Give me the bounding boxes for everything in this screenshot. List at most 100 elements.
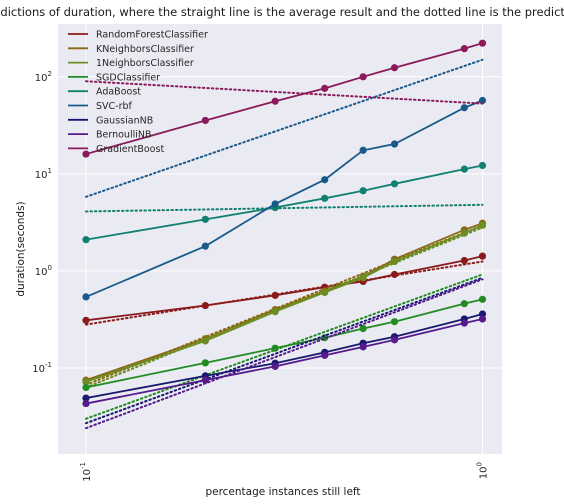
series-bernoullinb	[82, 278, 487, 430]
legend-item-randomforestclassifier: RandomForestClassifier	[68, 30, 208, 41]
data-point-svc-rbf	[201, 242, 209, 250]
chart-title: predictions of duration, where the strai…	[0, 5, 564, 19]
series-svc-rbf	[82, 58, 487, 301]
average-line-sgdclassifier	[85, 298, 483, 389]
data-point-1neighborsclassifier	[390, 257, 399, 266]
legend-label: GradientBoost	[96, 144, 164, 155]
data-point-svc-rbf	[359, 146, 367, 154]
data-point-adaboost	[321, 194, 329, 202]
prediction-line-randomforestclassifier	[84, 260, 484, 326]
data-point-gradientboost	[201, 116, 209, 125]
series-sgdclassifier	[82, 273, 487, 420]
x-axis-label: percentage instances still left	[205, 486, 360, 498]
data-point-bernoullinb	[359, 343, 367, 351]
legend-item-svc-rbf: SVC-rbf	[68, 101, 133, 112]
legend-item-gaussiannb: GaussianNB	[68, 115, 153, 126]
series-gradientboost	[82, 39, 487, 158]
data-point-adaboost	[478, 161, 487, 170]
data-point-sgdclassifier	[359, 324, 367, 333]
data-point-sgdclassifier	[460, 300, 468, 308]
data-point-1neighborsclassifier	[82, 378, 90, 386]
data-point-gradientboost	[82, 150, 90, 158]
legend-label: BernoulliNB	[96, 130, 152, 141]
data-point-bernoullinb	[478, 315, 487, 323]
x-tick-label: 100	[475, 462, 489, 479]
legend-item-1neighborsclassifier: 1NeighborsClassifier	[68, 58, 194, 69]
data-point-bernoullinb	[82, 399, 90, 408]
average-line-1neighborsclassifier	[85, 224, 483, 383]
data-point-bernoullinb	[460, 319, 468, 327]
legend-label: SGDClassifier	[96, 72, 160, 83]
series-layer	[82, 39, 487, 430]
legend-item-sgdclassifier: SGDClassifier	[68, 72, 160, 83]
data-point-randomforestclassifier	[460, 256, 468, 265]
average-line-gradientboost	[85, 42, 483, 155]
average-line-gaussiannb	[85, 313, 483, 399]
data-point-gaussiannb	[478, 310, 487, 318]
average-line-adaboost	[85, 164, 483, 241]
data-point-gaussiannb	[82, 394, 90, 402]
data-point-gradientboost	[271, 97, 279, 105]
data-point-randomforestclassifier	[82, 316, 90, 324]
average-line-bernoullinb	[85, 318, 483, 405]
data-point-svc-rbf	[460, 104, 468, 112]
data-point-randomforestclassifier	[478, 252, 487, 260]
legend-label: 1NeighborsClassifier	[96, 58, 194, 69]
x-tick-label: 10-1	[79, 462, 93, 482]
data-point-randomforestclassifier	[201, 301, 209, 310]
data-point-sgdclassifier	[201, 359, 209, 367]
data-point-adaboost	[82, 236, 90, 244]
data-point-adaboost	[359, 187, 367, 195]
data-point-sgdclassifier	[271, 344, 279, 352]
legend-item-gradientboost: GradientBoost	[68, 144, 164, 155]
prediction-line-adaboost	[84, 203, 484, 213]
data-point-adaboost	[201, 215, 209, 223]
data-point-svc-rbf	[478, 96, 487, 105]
data-point-bernoullinb	[271, 362, 279, 370]
data-point-1neighborsclassifier	[478, 221, 487, 229]
legend-item-adaboost: AdaBoost	[68, 87, 141, 98]
data-point-gradientboost	[359, 73, 367, 81]
legend-label: SVC-rbf	[96, 101, 133, 112]
tick-labels: 10-1 100 101 102 10-1 100	[32, 70, 489, 482]
data-point-svc-rbf	[321, 176, 329, 184]
series-adaboost	[82, 161, 487, 244]
data-point-bernoullinb	[390, 336, 399, 344]
prediction-line-gradientboost	[84, 80, 484, 105]
data-point-svc-rbf	[390, 140, 399, 148]
data-point-sgdclassifier	[390, 318, 399, 326]
data-point-1neighborsclassifier	[271, 308, 279, 316]
data-point-1neighborsclassifier	[201, 337, 209, 345]
y-tick-label: 102	[35, 70, 52, 84]
series-1neighborsclassifier	[82, 221, 487, 389]
y-tick-label: 100	[35, 264, 52, 278]
legend-label: AdaBoost	[96, 87, 141, 98]
legend-item-kneighborsclassifier: KNeighborsClassifier	[68, 44, 194, 55]
legend-label: GaussianNB	[96, 115, 153, 126]
svg-text:100: 100	[475, 462, 489, 479]
data-point-bernoullinb	[201, 376, 209, 384]
data-point-1neighborsclassifier	[460, 229, 468, 237]
data-point-randomforestclassifier	[271, 291, 279, 299]
y-tick-label: 101	[35, 167, 52, 181]
y-tick-label: 10-1	[32, 361, 52, 375]
data-point-adaboost	[460, 165, 468, 173]
data-point-sgdclassifier	[478, 295, 487, 303]
data-point-randomforestclassifier	[390, 270, 399, 279]
data-point-gradientboost	[390, 64, 399, 72]
data-point-adaboost	[390, 180, 399, 188]
plot-area	[58, 24, 502, 454]
data-point-sgdclassifier	[82, 383, 90, 392]
legend-label: KNeighborsClassifier	[96, 44, 194, 55]
data-point-1neighborsclassifier	[359, 274, 367, 282]
data-point-1neighborsclassifier	[321, 288, 329, 297]
legend: RandomForestClassifier KNeighborsClassifi…	[68, 30, 208, 155]
svg-text:10-1: 10-1	[79, 462, 93, 482]
legend-label: RandomForestClassifier	[96, 30, 208, 41]
data-point-gradientboost	[460, 45, 468, 53]
data-point-svc-rbf	[82, 293, 90, 301]
data-point-svc-rbf	[271, 200, 279, 208]
data-point-gradientboost	[478, 39, 487, 47]
data-point-bernoullinb	[321, 351, 329, 359]
